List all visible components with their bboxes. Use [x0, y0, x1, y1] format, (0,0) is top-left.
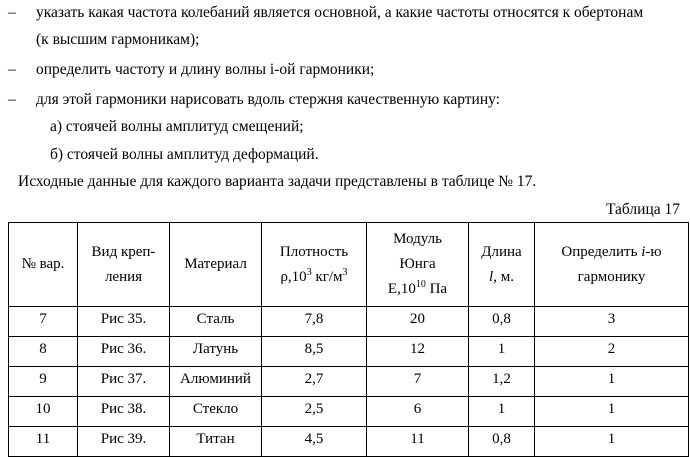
table-cell: 9: [8, 366, 78, 397]
header-modulus: Модуль Юнга Е,1010 Па: [366, 222, 469, 307]
table-cell: Сталь: [169, 306, 262, 337]
table-cell: 7: [8, 306, 78, 337]
h: , м.: [493, 268, 514, 285]
table-cell: 7: [366, 366, 469, 397]
table-cell: 0,8: [468, 426, 535, 457]
h: 3: [342, 266, 348, 278]
table-cell: Рис 39.: [77, 426, 170, 457]
table-cell: 8,5: [261, 336, 367, 367]
sub-item-b: б) стоячей волны амплитуд деформаций.: [50, 146, 319, 163]
h: 10: [415, 279, 426, 290]
table-row: 9 Рис 37. Алюминий 2,7 7 1,2 1: [8, 366, 689, 397]
table-cell: 2,5: [261, 396, 367, 427]
h: кг/м: [311, 268, 343, 285]
table-cell: 6: [366, 396, 469, 427]
h: i: [641, 243, 646, 260]
bullet-1-cont: (к высшим гармоникам);: [36, 31, 200, 48]
table-cell: 1,2: [468, 366, 535, 397]
table-cell: Латунь: [169, 336, 262, 367]
h: Па: [425, 281, 448, 297]
table-row: 10 Рис 38. Стекло 2,5 6 1 1: [8, 396, 689, 427]
table-row: 8 Рис 36. Латунь 8,5 12 1 2: [8, 336, 689, 367]
data-table: № вар. Вид креп-ления Материал Плотность…: [8, 222, 689, 457]
table-cell: 7,8: [261, 306, 367, 337]
table-cell: Рис 38.: [77, 396, 170, 427]
dash: –: [8, 91, 16, 108]
table-cell: 4,5: [261, 426, 367, 457]
h: Длина: [481, 243, 522, 260]
h: Определить: [561, 243, 642, 260]
table-cell: 1: [534, 396, 689, 427]
header-num: № вар.: [8, 222, 78, 307]
table-cell: Алюминий: [169, 366, 262, 397]
table-cell: 1: [534, 366, 689, 397]
table-caption: Таблица 17: [605, 201, 680, 218]
table-cell: 0,8: [468, 306, 535, 337]
h: ления: [104, 268, 143, 285]
table-cell: 20: [366, 306, 469, 337]
table-cell: 3: [534, 306, 689, 337]
bullet-2: – определить частоту и длину волны i-ой г…: [8, 61, 374, 79]
h: Юнга: [399, 256, 436, 272]
header-density: Плотность ρ,103 кг/м3: [261, 222, 367, 307]
header-length: Длина l, м.: [468, 222, 535, 307]
table-row: 7 Рис 35. Сталь 7,8 20 0,8 3: [8, 306, 689, 337]
table-cell: 1: [468, 336, 535, 367]
bullet-1: – указать какая частота колебаний являетс…: [8, 4, 643, 22]
table-cell: Титан: [169, 426, 262, 457]
table-cell: 10: [8, 396, 78, 427]
table-cell: 1: [534, 426, 689, 457]
h: гармонику: [577, 268, 646, 285]
table-cell: Рис 36.: [77, 336, 170, 367]
dash: –: [8, 61, 16, 78]
table-cell: 1: [468, 396, 535, 427]
table-cell: Рис 35.: [77, 306, 170, 337]
bullet-3: – для этой гармоники нарисовать вдоль сте…: [8, 91, 500, 109]
header-material: Материал: [169, 222, 262, 307]
dash: –: [8, 4, 16, 21]
table-cell: 2: [534, 336, 689, 367]
table-cell: Рис 37.: [77, 366, 170, 397]
bullet-text: определить частоту и длину волны i-ой га…: [36, 61, 375, 78]
h: l: [489, 268, 494, 285]
h: Вид креп-: [91, 243, 156, 260]
header-row: № вар. Вид креп-ления Материал Плотность…: [8, 222, 689, 307]
table-cell: 2,7: [261, 366, 367, 397]
header-harmonic: Определить i-ю гармонику: [534, 222, 689, 307]
h: Плотность: [279, 243, 349, 260]
bullet-text: для этой гармоники нарисовать вдоль стер…: [36, 91, 500, 108]
table-cell: Стекло: [169, 396, 262, 427]
h: Модуль: [393, 231, 442, 247]
table-row: 11 Рис 39. Титан 4,5 11 0,8 1: [8, 426, 689, 457]
intro-text: Исходные данные для каждого варианта зад…: [18, 173, 537, 190]
table-cell: 8: [8, 336, 78, 367]
table-cell: 11: [366, 426, 469, 457]
bullet-text: указать какая частота колебаний является…: [36, 4, 644, 21]
sub-item-a: а) стоячей волны амплитуд смещений;: [50, 118, 304, 135]
table-cell: 12: [366, 336, 469, 367]
h: -ю: [645, 243, 662, 260]
h: Е,10: [387, 281, 416, 297]
h: ρ,10: [280, 268, 307, 285]
h: 3: [306, 266, 312, 278]
header-mount: Вид креп-ления: [77, 222, 170, 307]
table-cell: 11: [8, 426, 78, 457]
